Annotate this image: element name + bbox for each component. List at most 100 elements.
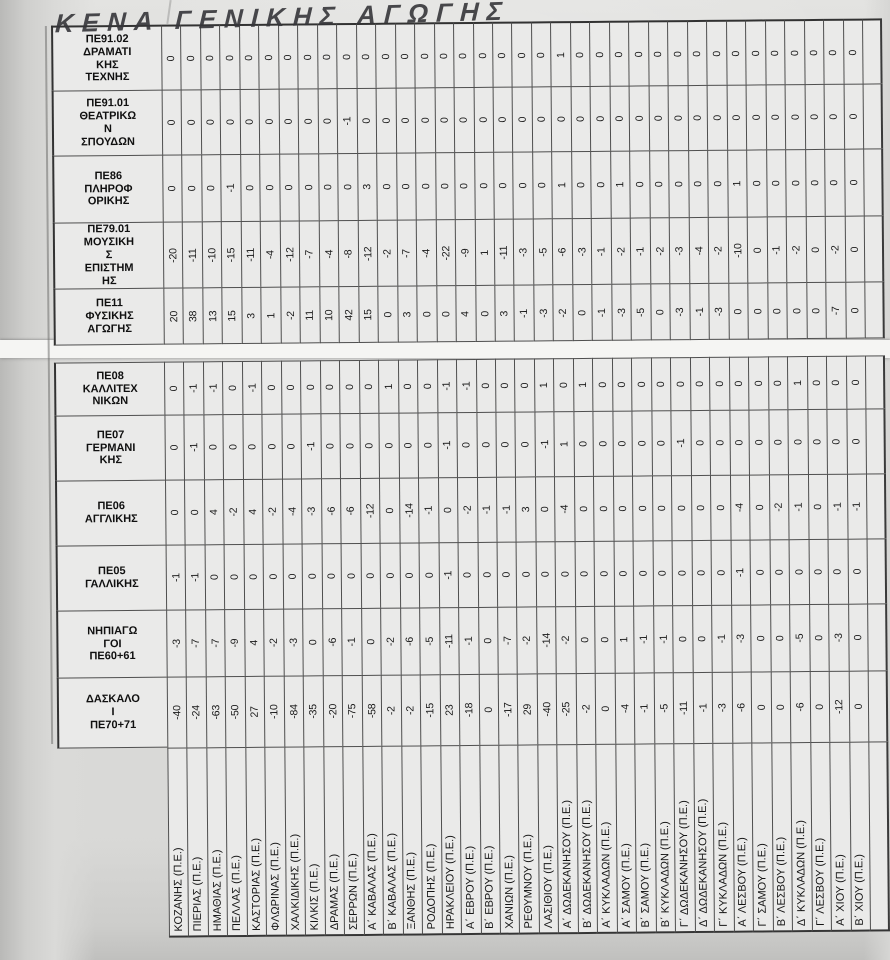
- region-label: ΠΕΛΛΑΣ (Π.Ε.): [230, 855, 244, 932]
- cell-value: 0: [774, 635, 787, 642]
- table-cell: 0: [808, 538, 829, 605]
- cell-value: -9: [229, 638, 242, 648]
- table-cell: 0: [632, 540, 653, 606]
- cell-value: 0: [633, 115, 646, 122]
- cell-value: 0: [579, 637, 592, 643]
- region-label-cell: Β΄ ΚΥΚΛΑΔΩΝ (Π.Ε.): [654, 743, 676, 934]
- cell-value: -1: [538, 439, 551, 449]
- cell-value: 0: [813, 635, 826, 641]
- table-cell: -1: [436, 359, 457, 413]
- table-cell: -12: [828, 670, 849, 742]
- table-cell: 0: [786, 282, 807, 340]
- table-cell: -6: [552, 218, 573, 285]
- table-cell: -1: [591, 217, 612, 284]
- table-cell: -2: [552, 284, 573, 342]
- region-label-cell: Β΄ ΧΙΟΥ (Π.Ε.): [848, 741, 870, 932]
- region-label-cell: ΔΡΑΜΑΣ (Π.Ε.): [323, 746, 345, 937]
- cell-value: 0: [168, 385, 181, 392]
- region-label-cell: ΗΜΑΘΙΑΣ (Π.Ε.): [206, 747, 228, 938]
- table-cell: 0: [302, 608, 323, 676]
- cell-value: 0: [691, 115, 704, 121]
- table-cell: 38: [182, 287, 203, 345]
- region-label-cell: ΧΑΛΚΙΔΙΚΗΣ (Π.Ε.): [284, 746, 306, 937]
- cell-value: -6: [326, 637, 339, 647]
- table-cell: 0: [845, 355, 866, 409]
- region-label: Δ΄ ΔΩΔΕΚΑΝΗΣΟΥ (Π.Ε.): [697, 798, 711, 928]
- cell-value: 0: [535, 51, 548, 58]
- cell-value: 0: [574, 51, 587, 58]
- cell-value: 0: [540, 571, 553, 578]
- cell-value: 0: [636, 440, 649, 447]
- cell-value: -1: [634, 246, 647, 256]
- region-label: ΚΟΖΑΝΗΣ (Π.Ε.): [171, 847, 185, 932]
- table-cell: 0: [784, 19, 805, 85]
- table-cell: 0: [608, 20, 629, 86]
- table-cell: -2: [555, 606, 576, 674]
- cell-value: 0: [499, 441, 512, 448]
- cell-value: -35: [307, 704, 320, 719]
- table-cell: -1: [766, 216, 787, 283]
- table-cell: 0: [690, 474, 711, 541]
- cell-value: -1: [345, 637, 358, 647]
- table-cell: -2: [380, 674, 401, 746]
- table-cell: -1: [418, 477, 439, 543]
- table-cell: -1: [165, 544, 186, 610]
- table-cell: 0: [592, 410, 613, 476]
- cell-value: 0: [695, 505, 708, 511]
- column-header-cell: ΠΕ08 ΚΑΛΛΙΤΕΧ ΝΙΚΩΝ: [53, 361, 165, 416]
- table-cell-empty: [868, 741, 890, 932]
- cell-value: -10: [206, 247, 219, 263]
- table-cell: 0: [770, 671, 791, 743]
- cell-value: 0: [811, 439, 824, 445]
- cell-value: 0: [696, 636, 709, 642]
- cell-value: 1: [265, 312, 278, 319]
- table-cell: 0: [842, 18, 863, 84]
- cell-value: 0: [753, 439, 766, 446]
- table-cell: 0: [746, 216, 767, 283]
- region-label: Β΄ ΧΙΟΥ (Π.Ε.): [853, 853, 867, 926]
- cell-value: -1: [693, 306, 706, 317]
- cell-value: 0: [379, 53, 392, 60]
- cell-value: -1: [341, 116, 354, 126]
- region-label: ΧΑΝΙΩΝ (Π.Ε.): [503, 855, 516, 929]
- cell-value: -3: [674, 307, 687, 317]
- cell-value: -2: [580, 704, 593, 714]
- region-label-cell: Β΄ ΣΑΜΟΥ (Π.Ε.): [634, 743, 656, 934]
- table-cell: -2: [223, 478, 244, 545]
- cell-value: -1: [422, 505, 435, 515]
- region-label-cell: Α΄ ΛΕΣΒΟΥ (Π.Ε.): [732, 742, 754, 933]
- cell-value: -1: [675, 438, 688, 448]
- table-cell: 0: [769, 604, 790, 672]
- table-cell: 0: [530, 21, 552, 87]
- column-header-cell: ΠΕ91.01 ΘΕΑΤΡΙΚΩ Ν ΣΠΟΥΔΩΝ: [51, 89, 163, 156]
- cell-value: 0: [613, 51, 626, 58]
- table-cell: -1: [633, 605, 654, 673]
- table-cell: -8: [337, 219, 359, 287]
- region-label-cell: Γ΄ ΔΩΔΕΚΑΝΗΣΟΥ (Π.Ε.): [673, 743, 695, 934]
- cell-value: 0: [772, 439, 785, 446]
- cell-value: 0: [301, 54, 314, 60]
- cell-value: 0: [674, 381, 687, 388]
- cell-value: 0: [849, 379, 862, 386]
- cell-value: -2: [615, 246, 628, 256]
- table-cell: -2: [610, 217, 631, 284]
- cell-value: 0: [226, 385, 239, 391]
- table-cell: 0: [706, 19, 727, 85]
- cell-value: 0: [774, 704, 787, 711]
- region-label: ΗΜΑΘΙΑΣ (Π.Ε.): [210, 849, 224, 932]
- table-cell: -2: [516, 606, 537, 674]
- table-cell: 0: [261, 360, 282, 414]
- cell-value: 0: [244, 185, 257, 191]
- table-cell: 0: [592, 357, 613, 411]
- cell-value: 0: [207, 444, 220, 451]
- cell-value: 0: [423, 572, 436, 579]
- table-cell: 0: [514, 411, 535, 477]
- cell-value: 1: [614, 181, 627, 188]
- table-cell: -2: [400, 674, 421, 746]
- table-cell: -4: [318, 220, 339, 287]
- cell-value: -4: [692, 245, 706, 256]
- table-cell: 0: [686, 19, 707, 86]
- table-cell: -1: [692, 671, 713, 744]
- table-cell: 3: [356, 152, 377, 220]
- table-cell: 0: [826, 408, 847, 474]
